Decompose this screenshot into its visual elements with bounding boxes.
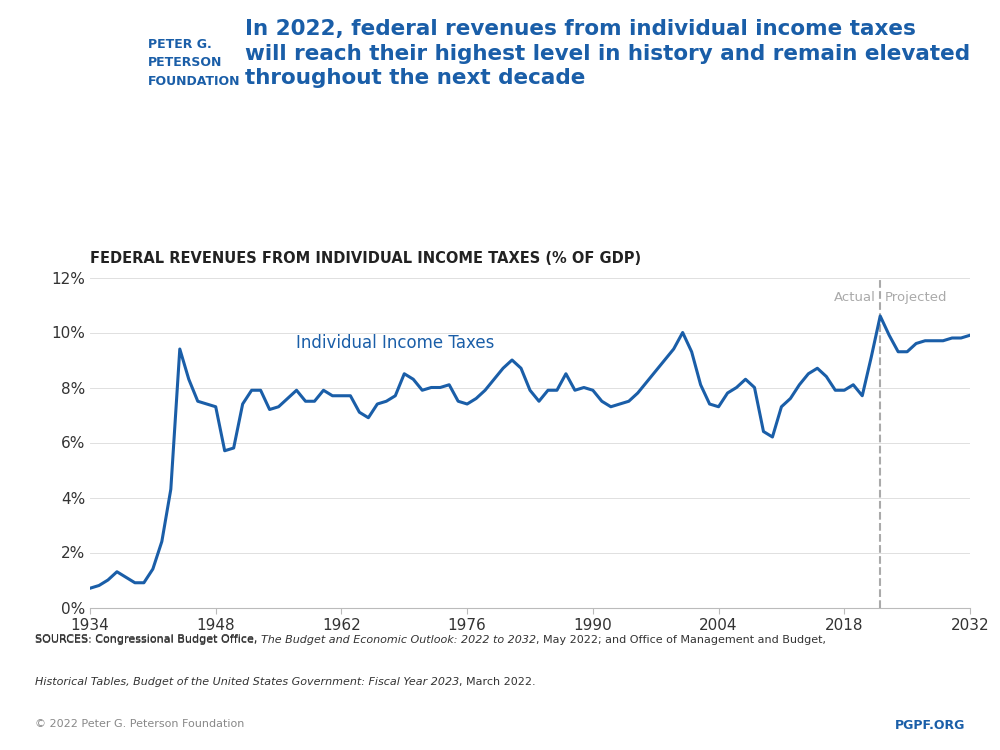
Text: The Budget and Economic Outlook: 2022 to 2032: The Budget and Economic Outlook: 2022 to… bbox=[261, 635, 536, 645]
Text: PETERSON: PETERSON bbox=[148, 56, 222, 69]
Text: FOUNDATION: FOUNDATION bbox=[148, 75, 240, 88]
Text: © 2022 Peter G. Peterson Foundation: © 2022 Peter G. Peterson Foundation bbox=[35, 719, 244, 729]
Text: Projected: Projected bbox=[885, 291, 947, 304]
Text: , March 2022.: , March 2022. bbox=[459, 677, 536, 687]
Text: PETER G.: PETER G. bbox=[148, 38, 212, 50]
Text: Individual Income Taxes: Individual Income Taxes bbox=[296, 334, 494, 352]
Text: In 2022, federal revenues from individual income taxes
will reach their highest : In 2022, federal revenues from individua… bbox=[245, 19, 970, 88]
Text: , May 2022; and Office of Management and Budget,: , May 2022; and Office of Management and… bbox=[536, 635, 826, 645]
Text: SOURCES: Congressional Budget Office,: SOURCES: Congressional Budget Office, bbox=[35, 635, 261, 645]
Text: Historical Tables, Budget of the United States Government: Fiscal Year 2023: Historical Tables, Budget of the United … bbox=[35, 677, 459, 687]
Text: PGPF.ORG: PGPF.ORG bbox=[895, 719, 965, 732]
Text: Actual: Actual bbox=[834, 291, 876, 304]
Text: FEDERAL REVENUES FROM INDIVIDUAL INCOME TAXES (% OF GDP): FEDERAL REVENUES FROM INDIVIDUAL INCOME … bbox=[90, 251, 641, 266]
Text: SOURCES: Congressional Budget Office,: SOURCES: Congressional Budget Office, bbox=[35, 634, 261, 644]
